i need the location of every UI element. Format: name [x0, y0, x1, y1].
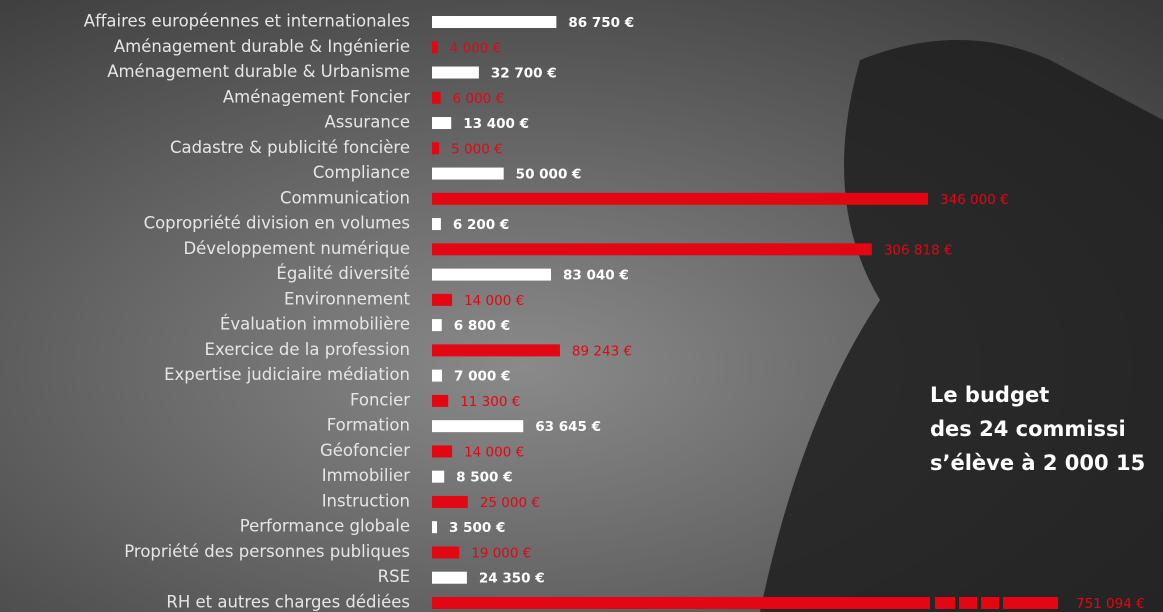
- value-label: 6 800 €: [454, 318, 510, 334]
- category-label: Développement numérique: [183, 239, 410, 258]
- value-label: 6 200 €: [453, 217, 509, 233]
- category-label: Immobilier: [322, 466, 410, 485]
- value-label: 14 000 €: [464, 293, 524, 309]
- bar: [432, 344, 560, 357]
- bar: [432, 495, 468, 508]
- category-label: Communication: [280, 188, 410, 207]
- category-label: Aménagement durable & Ingénierie: [114, 37, 410, 56]
- value-label: 25 000 €: [480, 495, 540, 511]
- bar: [432, 521, 438, 534]
- category-label: Aménagement durable & Urbanisme: [107, 62, 410, 81]
- category-label: Formation: [327, 416, 410, 435]
- bar: [432, 546, 460, 559]
- silhouette: [760, 40, 1163, 612]
- value-label: 83 040 €: [563, 268, 629, 284]
- bar: [432, 243, 872, 256]
- value-label: 346 000 €: [940, 192, 1009, 208]
- category-label: Évaluation immobilière: [220, 315, 410, 334]
- value-label: 13 400 €: [463, 116, 529, 132]
- value-label: 32 700 €: [491, 66, 557, 82]
- category-label: Expertise judiciaire médiation: [164, 365, 410, 384]
- bar: [432, 41, 438, 54]
- annotation: s’élève à 2 000 15: [930, 451, 1145, 475]
- category-label: Géofoncier: [320, 441, 410, 460]
- value-label: 19 000 €: [471, 545, 531, 561]
- value-label: 6 000 €: [453, 91, 505, 107]
- bar: [432, 218, 441, 231]
- bar: [432, 293, 453, 306]
- value-label: 89 243 €: [572, 343, 632, 359]
- value-label: 86 750 €: [568, 15, 634, 31]
- category-label: Instruction: [322, 491, 410, 510]
- bar: [432, 445, 453, 458]
- category-label: Aménagement Foncier: [223, 87, 410, 106]
- bar: [432, 66, 479, 79]
- value-label: 14 000 €: [464, 444, 524, 460]
- bar: [432, 394, 449, 407]
- annotation: Le budget: [930, 383, 1049, 407]
- value-label: 63 645 €: [535, 419, 601, 435]
- bar: [432, 16, 557, 28]
- value-label: 7 000 €: [454, 369, 510, 385]
- value-label: 5 000 €: [451, 141, 503, 157]
- bar: [432, 167, 504, 180]
- category-label: Affaires européennes et internationales: [84, 12, 410, 31]
- category-label: RSE: [378, 567, 410, 586]
- value-label: 24 350 €: [479, 571, 545, 587]
- annotation: des 24 commissi: [930, 417, 1126, 441]
- category-label: Propriété des personnes publiques: [124, 542, 410, 561]
- category-label: RH et autres charges dédiées: [166, 592, 410, 611]
- bar: [432, 319, 442, 332]
- value-label: 3 500 €: [449, 520, 505, 536]
- bar: [432, 192, 928, 205]
- bar: [432, 571, 467, 584]
- bar: [432, 117, 452, 130]
- category-label: Copropriété division en volumes: [144, 214, 410, 233]
- bar: [432, 470, 445, 483]
- value-label: 8 500 €: [456, 470, 512, 486]
- category-label: Égalité diversité: [276, 264, 410, 283]
- category-label: Performance globale: [240, 517, 410, 536]
- category-label: Environnement: [284, 289, 410, 308]
- bar: [432, 596, 1058, 609]
- category-label: Exercice de la profession: [205, 340, 410, 359]
- value-label: 4 000 €: [450, 40, 502, 56]
- bar: [432, 369, 443, 382]
- value-label: 11 300 €: [460, 394, 520, 410]
- category-label: Assurance: [324, 113, 410, 132]
- value-label: 751 094 €: [1076, 596, 1145, 612]
- category-label: Foncier: [350, 390, 410, 409]
- value-label: 306 818 €: [884, 242, 953, 258]
- value-label: 50 000 €: [516, 167, 582, 183]
- category-label: Compliance: [313, 163, 410, 182]
- category-label: Cadastre & publicité foncière: [170, 138, 410, 157]
- bar: [432, 142, 440, 155]
- bar: [432, 420, 524, 433]
- bar: [432, 91, 441, 104]
- bar: [432, 268, 552, 281]
